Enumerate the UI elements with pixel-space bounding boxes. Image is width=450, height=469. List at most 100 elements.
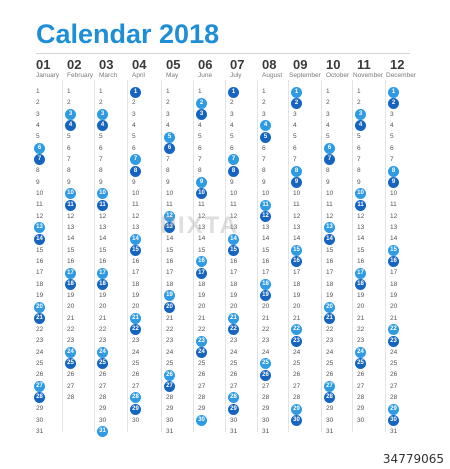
day-cell: 8	[166, 167, 170, 175]
saturday-day: 19	[164, 290, 175, 302]
sunday-day: 25	[97, 358, 108, 370]
day-cell: 9	[326, 178, 330, 186]
day-cell: 2	[230, 99, 234, 107]
day-cell: 19	[198, 291, 206, 299]
day-cell: 31	[262, 427, 270, 435]
sunday-day: 25	[65, 358, 76, 370]
day-cell: 18	[198, 280, 206, 288]
day-cell: 23	[230, 337, 238, 345]
day-cell: 21	[99, 314, 107, 322]
month-header-february: 02 February	[67, 58, 107, 80]
day-cell: 16	[230, 257, 238, 265]
sunday-day: 2	[291, 97, 302, 109]
day-cell: 12	[198, 212, 206, 220]
saturday-day: 2	[196, 97, 207, 109]
month-number: 01	[36, 57, 51, 72]
month-header-january: 01 January	[36, 58, 76, 80]
day-cell: 24	[132, 348, 140, 356]
day-cell: 10	[326, 189, 334, 197]
sunday-day: 16	[388, 256, 399, 268]
day-cell: 19	[67, 291, 75, 299]
sunday-day: 29	[130, 403, 141, 415]
day-cell: 1	[99, 88, 103, 95]
day-cell: 29	[357, 405, 365, 413]
day-cell: 30	[36, 416, 44, 424]
saturday-day: 22	[388, 324, 399, 336]
day-cell: 16	[132, 257, 140, 265]
saturday-day: 27	[324, 381, 335, 393]
day-cell: 17	[230, 269, 238, 277]
sunday-day: 13	[164, 222, 175, 234]
day-cell: 11	[166, 201, 173, 209]
day-cell: 11	[326, 201, 333, 209]
day-cell: 13	[230, 223, 238, 231]
day-cell: 6	[293, 144, 297, 152]
day-cell: 7	[166, 155, 170, 163]
day-cell: 8	[326, 167, 330, 175]
day-cell: 22	[262, 325, 270, 333]
day-cell: 4	[230, 121, 234, 129]
saturday-day: 18	[260, 279, 271, 291]
day-cell: 10	[36, 189, 44, 197]
day-cell: 19	[326, 291, 334, 299]
day-cell: 23	[326, 337, 334, 345]
day-cell: 17	[326, 269, 334, 277]
day-cell: 20	[390, 303, 398, 311]
day-cell: 26	[132, 371, 140, 379]
column-separator	[127, 80, 128, 432]
day-cell: 27	[99, 382, 107, 390]
saturday-day: 14	[228, 233, 239, 245]
saturday-day: 1	[388, 86, 399, 98]
day-cell: 19	[230, 291, 238, 299]
day-cell: 19	[99, 291, 107, 299]
sunday-day: 12	[260, 211, 271, 223]
month-name: September	[289, 72, 321, 79]
day-cell: 10	[166, 189, 174, 197]
day-cell: 24	[36, 348, 44, 356]
day-cell: 20	[357, 303, 365, 311]
day-cell: 9	[166, 178, 170, 186]
month-header-november: 11 November	[353, 58, 397, 80]
day-cell: 13	[99, 223, 107, 231]
saturday-day: 29	[388, 403, 399, 415]
sunday-day: 11	[65, 199, 76, 211]
day-cell: 3	[293, 110, 297, 118]
day-cell: 2	[67, 99, 71, 107]
saturday-day: 17	[97, 267, 108, 279]
saturday-day: 9	[196, 177, 207, 189]
day-cell: 6	[357, 144, 361, 152]
saturday-day: 16	[196, 256, 207, 268]
sunday-day: 11	[355, 199, 366, 211]
day-cell: 30	[357, 416, 365, 424]
day-cell: 4	[326, 121, 330, 129]
saturday-day: 7	[130, 154, 141, 166]
day-cell: 4	[36, 121, 40, 129]
sunday-day: 16	[291, 256, 302, 268]
saturday-day: 20	[324, 301, 335, 313]
saturday-day: 25	[260, 358, 271, 370]
sunday-day: 8	[228, 165, 239, 177]
day-cell: 5	[293, 133, 297, 141]
month-number: 02	[67, 57, 82, 72]
day-cell: 1	[36, 88, 40, 95]
day-cell: 28	[293, 393, 301, 401]
day-cell: 26	[230, 371, 238, 379]
day-cell: 3	[326, 110, 330, 118]
day-cell: 18	[326, 280, 334, 288]
day-cell: 6	[390, 144, 394, 152]
day-cell: 11	[230, 201, 237, 209]
month-number: 06	[198, 57, 213, 72]
day-cell: 24	[262, 348, 270, 356]
day-cell: 30	[166, 416, 174, 424]
saturday-day: 22	[291, 324, 302, 336]
day-cell: 5	[36, 133, 40, 141]
day-cell: 4	[293, 121, 297, 129]
day-cell: 27	[198, 382, 206, 390]
saturday-day: 6	[34, 143, 45, 155]
day-cell: 26	[67, 371, 75, 379]
sunday-day: 30	[388, 415, 399, 427]
month-header-september: 09 September	[289, 58, 333, 80]
saturday-day: 7	[228, 154, 239, 166]
saturday-day: 5	[164, 131, 175, 143]
day-cell: 14	[198, 235, 206, 243]
